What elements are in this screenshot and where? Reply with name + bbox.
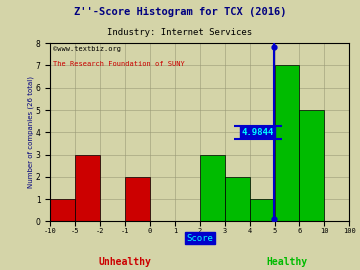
Bar [249,199,274,221]
Bar [275,66,300,221]
Text: 4.9844: 4.9844 [242,128,274,137]
Bar [125,177,150,221]
Text: ©www.textbiz.org: ©www.textbiz.org [53,46,121,52]
Bar [300,110,324,221]
Text: Unhealthy: Unhealthy [99,257,152,267]
Bar [225,177,249,221]
Bar [50,199,75,221]
Text: The Research Foundation of SUNY: The Research Foundation of SUNY [53,61,185,67]
Text: Industry: Internet Services: Industry: Internet Services [107,28,253,37]
Bar [75,154,100,221]
Y-axis label: Number of companies (26 total): Number of companies (26 total) [28,76,35,188]
X-axis label: Score: Score [186,234,213,243]
Bar [200,154,225,221]
Text: Healthy: Healthy [266,257,307,267]
Text: Z''-Score Histogram for TCX (2016): Z''-Score Histogram for TCX (2016) [74,7,286,17]
